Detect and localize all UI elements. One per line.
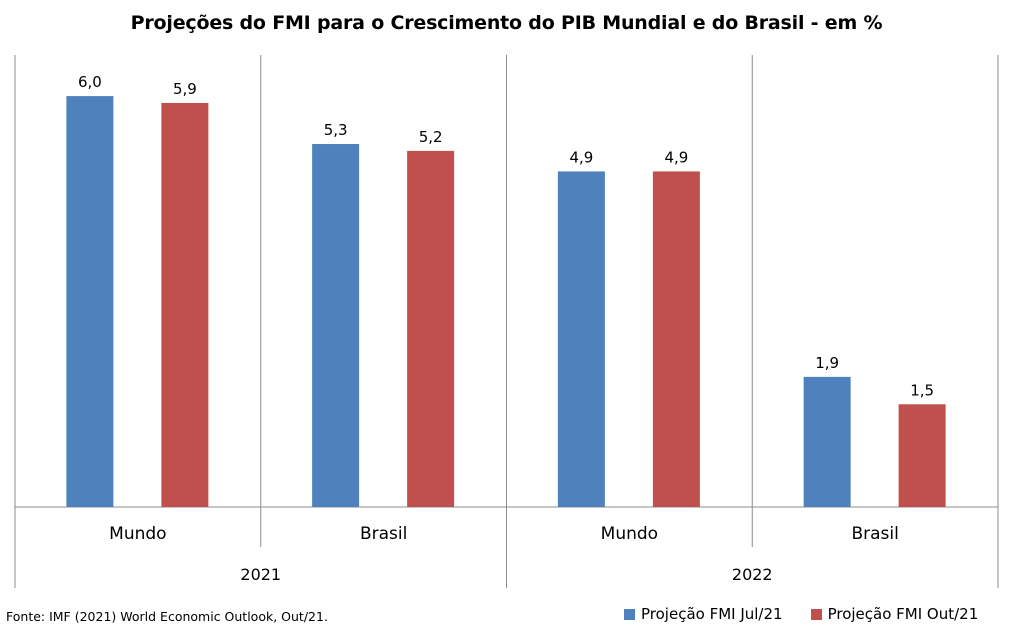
legend-swatch-out21 — [810, 608, 822, 620]
legend-label-jul21: Projeção FMI Jul/21 — [641, 605, 783, 623]
bar — [66, 96, 114, 507]
chart-title: Projeções do FMI para o Crescimento do P… — [130, 12, 883, 34]
bar-value-label: 1,9 — [815, 354, 839, 372]
bar-value-label: 4,9 — [664, 148, 688, 166]
bar-value-label: 5,9 — [173, 80, 197, 98]
bar — [803, 376, 851, 507]
legend: Projeção FMI Jul/21 Projeção FMI Out/21 — [624, 605, 978, 623]
bar-value-label: 6,0 — [78, 73, 102, 91]
x-group-label: 2021 — [240, 565, 281, 584]
source-note: Fonte: IMF (2021) World Economic Outlook… — [6, 609, 328, 624]
x-tick-label: Mundo — [601, 524, 658, 544]
bar — [407, 150, 455, 507]
bar-value-label: 5,3 — [324, 121, 348, 139]
bar-value-label: 5,2 — [419, 128, 443, 146]
legend-item-jul21: Projeção FMI Jul/21 — [624, 605, 783, 623]
bar — [312, 144, 360, 507]
bar-value-label: 1,5 — [910, 381, 934, 399]
x-tick-label: Brasil — [851, 524, 898, 544]
bar — [652, 171, 700, 507]
legend-label-out21: Projeção FMI Out/21 — [827, 605, 979, 623]
bar-chart: 6,0 5,3 4,9 1,9 5,9 5,2 4,9 1,5 Mundo Brasil Mundo… — [14, 55, 999, 588]
bar — [161, 102, 209, 507]
bar — [898, 404, 946, 507]
x-tick-label: Brasil — [360, 524, 407, 544]
x-group-label: 2022 — [732, 565, 773, 584]
legend-item-out21: Projeção FMI Out/21 — [810, 605, 979, 623]
legend-swatch-jul21 — [624, 608, 635, 620]
bar-value-label: 4,9 — [569, 148, 593, 166]
x-tick-label: Mundo — [109, 524, 166, 544]
bar — [557, 171, 605, 507]
